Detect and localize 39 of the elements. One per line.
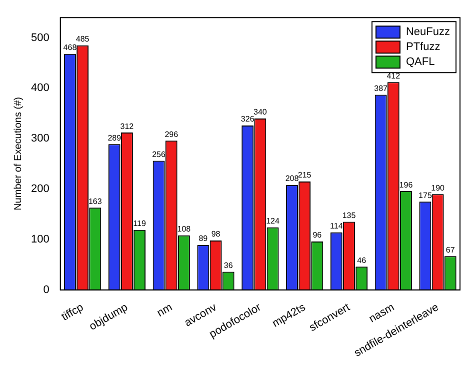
data-label: 124: [266, 216, 280, 226]
data-label: 114: [330, 222, 344, 231]
legend-label: PTfuzz: [406, 41, 440, 54]
data-label: 89: [198, 234, 208, 244]
data-label: 412: [386, 71, 401, 80]
data-label: 163: [88, 196, 102, 206]
data-label: 326: [240, 114, 255, 124]
data-label: 256: [152, 150, 166, 159]
data-label: 340: [253, 108, 268, 117]
data-label: 46: [357, 256, 367, 265]
data-label: 215: [298, 170, 312, 180]
y-axis-title: Number of Executions (#): [12, 97, 24, 210]
data-label: 296: [164, 130, 179, 139]
x-tick-label: nm: [155, 301, 174, 320]
y-tick-label: 200: [30, 183, 50, 196]
data-label: 108: [177, 224, 192, 234]
data-label: 36: [224, 260, 234, 270]
data-label: 485: [76, 34, 90, 44]
y-tick-label: 400: [30, 82, 50, 94]
data-label: 387: [374, 84, 388, 93]
legend-label: NeuFuzz: [406, 26, 450, 38]
data-label: 289: [108, 133, 122, 142]
data-label: 312: [120, 122, 134, 131]
data-label: 468: [63, 43, 78, 52]
data-label: 196: [399, 180, 414, 190]
data-label: 96: [312, 230, 322, 240]
data-label: 135: [342, 211, 356, 220]
data-label: 98: [211, 230, 221, 239]
data-label: 190: [431, 183, 446, 192]
data-label: 175: [418, 190, 432, 200]
data-label: 67: [446, 245, 456, 254]
x-tick-label: tiffcp: [60, 301, 86, 324]
y-tick-label: 0: [43, 284, 50, 296]
y-tick-label: 100: [30, 233, 50, 246]
y-tick-label: 500: [30, 32, 50, 44]
data-label: 208: [285, 174, 300, 184]
legend-label: QAFL: [406, 56, 435, 68]
y-tick-label: 300: [30, 132, 50, 145]
data-label: 119: [133, 219, 146, 228]
